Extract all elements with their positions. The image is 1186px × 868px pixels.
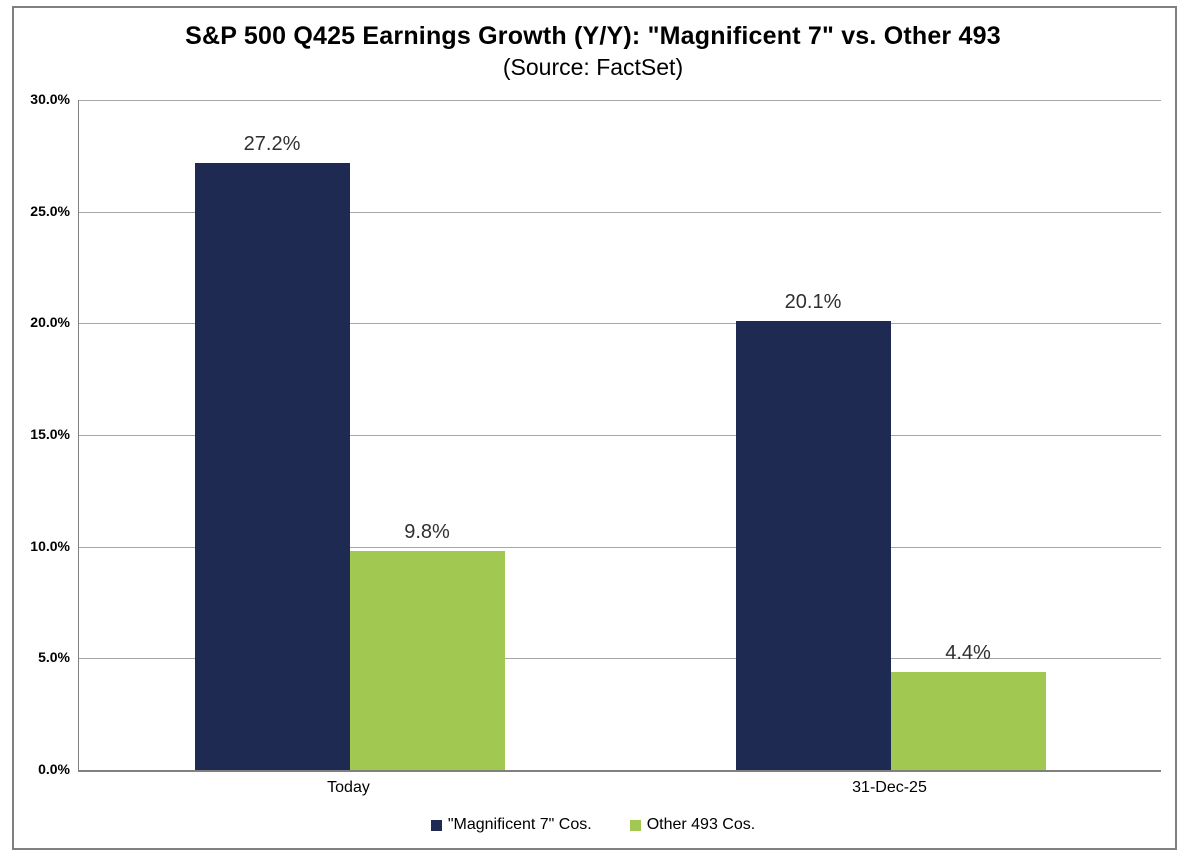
gridline: [79, 100, 1161, 101]
y-axis-tick-label: 25.0%: [30, 202, 70, 219]
bar-value-label: 20.1%: [784, 291, 842, 314]
x-axis-tick-label: 31-Dec-25: [852, 779, 927, 796]
y-axis-tick-label: 5.0%: [38, 649, 70, 666]
y-axis-tick-label: 0.0%: [38, 761, 70, 777]
legend-swatch-icon: [629, 819, 641, 831]
gridline: [79, 211, 1161, 213]
gridline: [79, 658, 1161, 660]
legend-item-other493: Other 493 Cos.: [629, 816, 756, 834]
gridline: [79, 323, 1161, 325]
y-axis-tick-label: 10.0%: [30, 537, 70, 554]
chart-title: S&P 500 Q425 Earnings Growth (Y/Y): "Mag…: [185, 22, 1001, 50]
y-axis-tick-label: 30.0%: [30, 91, 70, 107]
gridline: [79, 435, 1161, 436]
gridline: [79, 546, 1161, 548]
legend-swatch-icon: [430, 819, 442, 831]
y-axis-tick-label: 20.0%: [30, 314, 70, 331]
bar-other493-31-dec-25: [890, 671, 1046, 770]
chart-subtitle: (Source: FactSet): [502, 54, 684, 80]
legend: "Magnificent 7" Cos. Other 493 Cos.: [0, 816, 1186, 834]
y-axis-tick-label: 15.0%: [30, 426, 70, 442]
bar-value-label: 27.2%: [243, 132, 301, 155]
bar-magnificent7-today: [194, 162, 350, 770]
legend-label: Other 493 Cos.: [646, 816, 756, 833]
bar-value-label: 4.4%: [945, 641, 991, 664]
bar-other493-today: [349, 551, 505, 770]
x-axis-tick-label: Today: [327, 779, 370, 796]
legend-item-magnificent7: "Magnificent 7" Cos.: [430, 816, 592, 834]
bar-value-label: 9.8%: [404, 521, 450, 544]
plot-area: 27.2% 9.8% 20.1% 4.4%: [78, 100, 1161, 772]
bar-magnificent7-31-dec-25: [735, 321, 891, 770]
legend-label: "Magnificent 7" Cos.: [447, 816, 592, 833]
